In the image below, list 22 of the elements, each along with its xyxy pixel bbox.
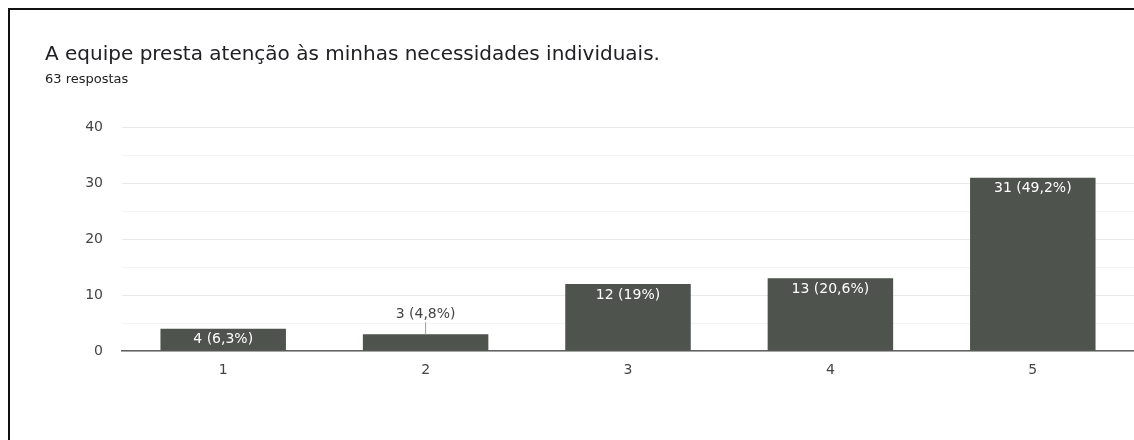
x-tick-label: 3 bbox=[623, 361, 633, 378]
y-tick-label: 0 bbox=[94, 341, 103, 358]
x-tick-label: 1 bbox=[218, 361, 228, 378]
data-label: 12 (19%) bbox=[595, 285, 661, 302]
bar bbox=[970, 177, 1096, 351]
data-label: 31 (49,2%) bbox=[993, 179, 1072, 196]
x-tick-label: 2 bbox=[421, 361, 431, 378]
x-tick-label: 4 bbox=[825, 361, 835, 378]
chart-subtitle: 63 respostas bbox=[45, 70, 129, 88]
x-tick-label: 5 bbox=[1028, 361, 1038, 378]
chart-title: A equipe presta atenção às minhas necessidades individuais. bbox=[45, 41, 660, 65]
bar bbox=[565, 283, 691, 351]
y-tick-label: 20 bbox=[85, 229, 103, 246]
bar bbox=[362, 334, 489, 351]
bar bbox=[767, 278, 894, 351]
data-label: 13 (20,6%) bbox=[791, 279, 870, 296]
y-tick-label: 30 bbox=[85, 173, 103, 190]
bar bbox=[160, 328, 286, 351]
data-label: 3 (4,8%) bbox=[395, 304, 456, 321]
y-tick-label: 10 bbox=[85, 285, 103, 302]
y-tick-label: 40 bbox=[85, 118, 103, 135]
data-label: 4 (6,3%) bbox=[193, 330, 254, 347]
